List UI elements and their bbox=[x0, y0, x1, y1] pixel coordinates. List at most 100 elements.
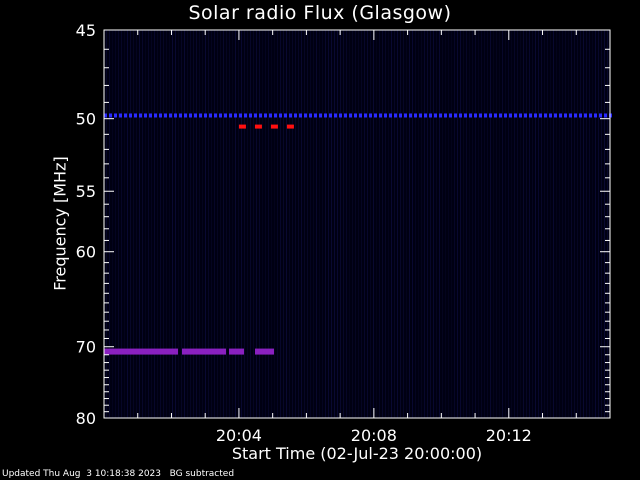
band-50mhz-segment bbox=[434, 113, 437, 118]
band-50mhz-segment bbox=[329, 113, 332, 118]
band-50mhz-segment bbox=[199, 113, 202, 118]
noise-streak bbox=[403, 30, 404, 418]
band-50mhz-segment bbox=[484, 113, 487, 118]
noise-streak bbox=[463, 30, 464, 418]
band-50mhz-segment bbox=[229, 113, 232, 118]
y-tick-label: 60 bbox=[76, 243, 96, 262]
band-50mhz-segment bbox=[324, 113, 327, 118]
band-50mhz-segment bbox=[599, 113, 602, 118]
noise-streak bbox=[478, 30, 479, 418]
noise-streak bbox=[433, 30, 434, 418]
noise-streak bbox=[388, 30, 389, 418]
noise-streak bbox=[538, 30, 539, 418]
noise-streak bbox=[502, 30, 503, 418]
noise-streak bbox=[391, 30, 392, 418]
x-tick-label: 20:08 bbox=[351, 426, 397, 445]
noise-streak bbox=[352, 30, 353, 418]
noise-streak bbox=[313, 30, 314, 418]
noise-streak bbox=[205, 30, 206, 418]
noise-streak bbox=[247, 30, 248, 418]
noise-streak bbox=[328, 30, 329, 418]
noise-streak bbox=[295, 30, 296, 418]
noise-streak bbox=[355, 30, 356, 418]
band-50mhz-segment bbox=[214, 113, 217, 118]
bg-subtracted-note: BG subtracted bbox=[169, 469, 235, 479]
burst-dash bbox=[238, 124, 246, 129]
noise-streak bbox=[121, 30, 122, 418]
noise-streak bbox=[571, 30, 572, 418]
noise-streak bbox=[604, 30, 605, 418]
band-50mhz-segment bbox=[534, 113, 537, 118]
noise-streak bbox=[487, 30, 488, 418]
noise-streak bbox=[259, 30, 260, 418]
noise-streak bbox=[256, 30, 257, 418]
band-50mhz-segment bbox=[119, 113, 122, 118]
noise-streak bbox=[532, 30, 533, 418]
burst-dash bbox=[254, 124, 262, 129]
noise-streak bbox=[364, 30, 365, 418]
noise-streak bbox=[511, 30, 512, 418]
band-50mhz-segment bbox=[134, 113, 137, 118]
chart-title: Solar radio Flux (Glasgow) bbox=[188, 2, 452, 24]
x-tick-label: 20:12 bbox=[486, 426, 532, 445]
band-50mhz-segment bbox=[529, 113, 532, 118]
band-50mhz-segment bbox=[124, 113, 127, 118]
noise-streak bbox=[178, 30, 179, 418]
noise-streak bbox=[505, 30, 506, 418]
band-50mhz-segment bbox=[339, 113, 342, 118]
noise-streak bbox=[304, 30, 305, 418]
noise-streak bbox=[118, 30, 119, 418]
band-50mhz-segment bbox=[179, 113, 182, 118]
noise-streak bbox=[193, 30, 194, 418]
noise-streak bbox=[196, 30, 197, 418]
noise-streak bbox=[232, 30, 233, 418]
band-50mhz-segment bbox=[239, 113, 242, 118]
band-50mhz-segment bbox=[284, 113, 287, 118]
noise-streak bbox=[169, 30, 170, 418]
noise-streak bbox=[430, 30, 431, 418]
noise-streak bbox=[439, 30, 440, 418]
noise-streak bbox=[223, 30, 224, 418]
band-70mhz-segment bbox=[104, 348, 178, 355]
band-50mhz-segment bbox=[554, 113, 557, 118]
band-50mhz-segment bbox=[449, 113, 452, 118]
band-50mhz-segment bbox=[104, 113, 107, 118]
noise-streak bbox=[394, 30, 395, 418]
noise-streak bbox=[310, 30, 311, 418]
noise-streak bbox=[469, 30, 470, 418]
noise-streak bbox=[241, 30, 242, 418]
noise-streak bbox=[217, 30, 218, 418]
y-axis-label: Frequency [MHz] bbox=[50, 156, 70, 291]
band-50mhz-segment bbox=[364, 113, 367, 118]
noise-streak bbox=[307, 30, 308, 418]
band-50mhz-segment bbox=[319, 113, 322, 118]
noise-streak bbox=[109, 30, 110, 418]
noise-streak bbox=[154, 30, 155, 418]
noise-streak bbox=[112, 30, 113, 418]
noise-streak bbox=[331, 30, 332, 418]
band-50mhz-segment bbox=[209, 113, 212, 118]
noise-streak bbox=[490, 30, 491, 418]
band-50mhz-segment bbox=[344, 113, 347, 118]
band-50mhz-segment bbox=[424, 113, 427, 118]
noise-streak bbox=[283, 30, 284, 418]
noise-streak bbox=[508, 30, 509, 418]
noise-streak bbox=[496, 30, 497, 418]
noise-streak bbox=[499, 30, 500, 418]
noise-streak bbox=[484, 30, 485, 418]
noise-streak bbox=[562, 30, 563, 418]
noise-streak bbox=[145, 30, 146, 418]
noise-streak bbox=[319, 30, 320, 418]
noise-streak bbox=[454, 30, 455, 418]
noise-streak bbox=[238, 30, 239, 418]
band-50mhz-segment bbox=[264, 113, 267, 118]
noise-streak bbox=[544, 30, 545, 418]
noise-streak bbox=[556, 30, 557, 418]
band-50mhz-segment bbox=[439, 113, 442, 118]
band-50mhz-segment bbox=[164, 113, 167, 118]
band-50mhz-segment bbox=[259, 113, 262, 118]
noise-streak bbox=[175, 30, 176, 418]
noise-streak bbox=[340, 30, 341, 418]
noise-streak bbox=[244, 30, 245, 418]
